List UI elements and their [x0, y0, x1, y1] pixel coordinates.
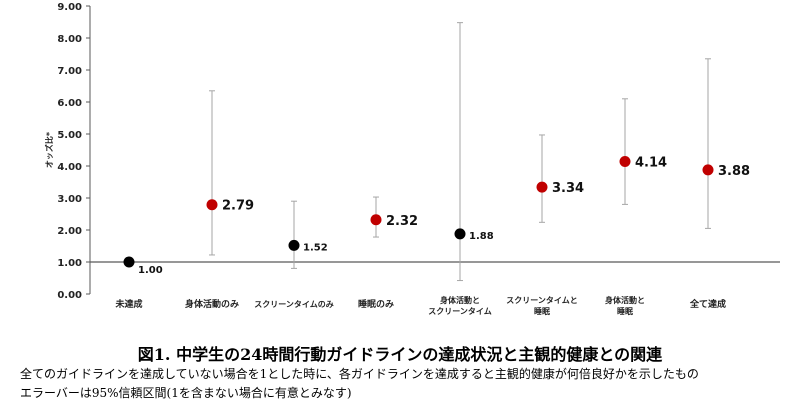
data-point-significant [206, 199, 218, 211]
data-label: 1.52 [303, 242, 328, 253]
data-point [288, 239, 300, 251]
data-points [123, 156, 714, 268]
y-tick-label: 9.00 [57, 2, 82, 13]
error-bars [209, 22, 711, 282]
odds-ratio-chart: 0.00 1.00 2.00 3.00 4.00 5.00 6.00 7.00 8.00 9.00… [44, 2, 780, 316]
y-tick-label: 8.00 [57, 34, 82, 45]
data-point-significant [536, 181, 548, 193]
data-label: 3.34 [552, 181, 584, 196]
data-label: 1.88 [469, 231, 494, 242]
data-label: 1.00 [138, 265, 163, 276]
category-label: スクリーンタイムのみ [254, 299, 333, 309]
figure-note-ci: エラーバーは95%信頼区間(1を含まない場合に有意とみなす) [20, 386, 352, 400]
category-label: 未達成 [114, 298, 142, 310]
y-tick-label: 1.00 [57, 258, 82, 269]
y-tick-label: 2.00 [57, 226, 82, 237]
data-labels: 1.00 2.79 1.52 2.32 1.88 3.34 4.14 3.88 [138, 156, 750, 276]
data-label: 3.88 [718, 164, 750, 179]
data-label: 2.79 [222, 199, 254, 214]
category-label: 睡眠のみ [358, 298, 394, 310]
data-point-significant [619, 156, 631, 168]
category-label: 睡眠 [534, 306, 550, 316]
data-label: 4.14 [635, 156, 667, 171]
y-tick-label: 5.00 [57, 130, 82, 141]
y-tick-label: 3.00 [57, 194, 82, 205]
data-point [454, 228, 466, 240]
figure-note: 全てのガイドラインを達成していない場合を1とした時に、各ガイドラインを達成すると… [20, 367, 699, 381]
data-label: 2.32 [386, 214, 418, 229]
y-axis-label: オッズ比* [44, 131, 54, 168]
data-point [123, 256, 135, 268]
category-label: スクリーンタイムと [506, 295, 577, 305]
category-label: 身体活動と [440, 295, 480, 305]
category-label: 身体活動のみ [185, 298, 239, 310]
category-labels: 未達成 身体活動のみ スクリーンタイムのみ 睡眠のみ 身体活動とスクリーンタイムスクリー… [114, 295, 726, 316]
category-label: スクリーンタイム [428, 306, 491, 316]
data-point-significant [370, 214, 382, 226]
y-tick-label: 6.00 [57, 98, 82, 109]
figure-title: 図1. 中学生の24時間行動ガイドラインの達成状況と主観的健康との関連 [137, 345, 663, 364]
y-tick-label: 0.00 [57, 290, 82, 301]
category-label: 身体活動と [605, 295, 645, 305]
y-tick-label: 4.00 [57, 162, 82, 173]
category-label: 全て達成 [689, 298, 726, 310]
y-axis: 0.00 1.00 2.00 3.00 4.00 5.00 6.00 7.00 8.00 9.00 [57, 2, 91, 301]
category-label: 睡眠 [617, 306, 633, 316]
y-tick-label: 7.00 [57, 66, 82, 77]
data-point-significant [702, 164, 714, 176]
